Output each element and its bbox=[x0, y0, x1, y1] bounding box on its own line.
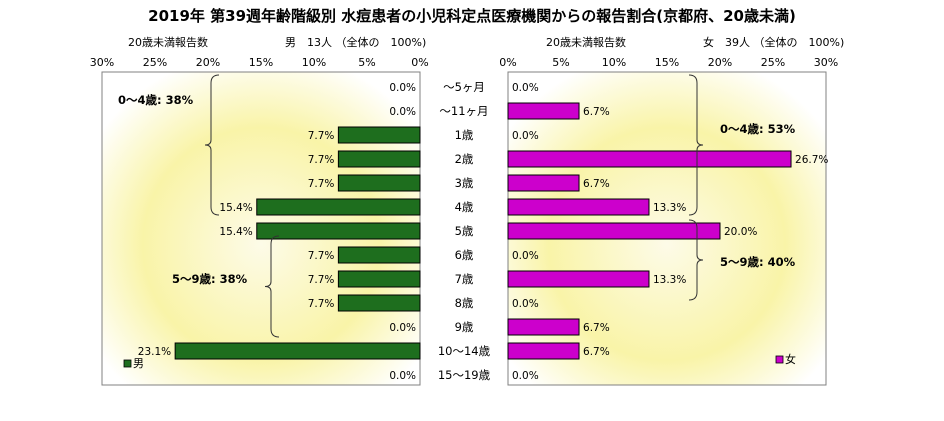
male-data-label: 7.7% bbox=[308, 130, 335, 142]
female-brace-0-4 bbox=[688, 74, 704, 216]
female-x-tick-label: 25% bbox=[761, 56, 785, 69]
category-label: ～11ヶ月 bbox=[439, 104, 488, 118]
category-label: ～5ヶ月 bbox=[443, 80, 485, 94]
female-legend-swatch bbox=[775, 355, 784, 364]
male-x-tick-label: 10% bbox=[302, 56, 326, 69]
male-brace-0-4 bbox=[204, 74, 220, 216]
male-annotation-5-9: 5～9歳: 38% bbox=[172, 272, 248, 286]
male-header-right: 男 13人 （全体の 100%) bbox=[285, 35, 426, 49]
female-header-right: 女 39人 （全体の 100%) bbox=[703, 35, 844, 49]
male-bar bbox=[337, 294, 421, 312]
female-x-tick-label: 20% bbox=[708, 56, 732, 69]
male-bar bbox=[337, 270, 421, 288]
male-legend-label: 男 bbox=[133, 357, 144, 370]
female-data-label: 0.0% bbox=[512, 82, 539, 94]
female-bar bbox=[507, 270, 650, 288]
category-label: 10～14歳 bbox=[438, 344, 491, 358]
category-label: 4歳 bbox=[455, 200, 474, 214]
male-bar bbox=[337, 126, 421, 144]
female-annotation-0-4: 0～4歳: 53% bbox=[720, 122, 796, 136]
female-bar bbox=[507, 318, 580, 336]
female-data-label: 0.0% bbox=[512, 298, 539, 310]
female-bar bbox=[507, 222, 721, 240]
male-bar bbox=[256, 198, 421, 216]
female-x-tick-label: 5% bbox=[552, 56, 569, 69]
female-data-label: 6.7% bbox=[583, 322, 610, 334]
category-label: 7歳 bbox=[455, 272, 474, 286]
female-data-label: 26.7% bbox=[795, 154, 828, 166]
female-data-label: 13.3% bbox=[653, 274, 686, 286]
male-annotation-0-4: 0～4歳: 38% bbox=[118, 93, 194, 107]
female-x-tick-label: 15% bbox=[655, 56, 679, 69]
male-x-tick-label: 15% bbox=[249, 56, 273, 69]
female-x-tick-label: 0% bbox=[499, 56, 516, 69]
male-x-tick-label: 25% bbox=[143, 56, 167, 69]
male-bar bbox=[337, 150, 421, 168]
female-data-label: 0.0% bbox=[512, 370, 539, 382]
category-label: 2歳 bbox=[455, 152, 474, 166]
female-brace-5-9 bbox=[688, 219, 704, 301]
male-data-label: 7.7% bbox=[308, 250, 335, 262]
male-x-tick-label: 20% bbox=[196, 56, 220, 69]
male-data-label: 23.1% bbox=[138, 346, 171, 358]
male-bar bbox=[337, 174, 421, 192]
female-bar bbox=[507, 342, 580, 360]
female-x-tick-label: 30% bbox=[814, 56, 838, 69]
female-data-label: 6.7% bbox=[583, 106, 610, 118]
category-label: 5歳 bbox=[455, 224, 474, 238]
female-header-left: 20歳未満報告数 bbox=[546, 36, 626, 49]
female-legend-label: 女 bbox=[785, 352, 796, 366]
male-data-label: 0.0% bbox=[389, 370, 416, 382]
male-data-label: 7.7% bbox=[308, 178, 335, 190]
female-data-label: 0.0% bbox=[512, 250, 539, 262]
male-legend-swatch bbox=[123, 359, 132, 368]
male-header-left: 20歳未満報告数 bbox=[128, 36, 208, 49]
male-data-label: 15.4% bbox=[219, 202, 252, 214]
male-x-tick-label: 30% bbox=[90, 56, 114, 69]
male-data-label: 7.7% bbox=[308, 274, 335, 286]
chart-title: 2019年 第39週年齢階級別 水痘患者の小児科定点医療機関からの報告割合(京都… bbox=[148, 7, 796, 25]
female-bar bbox=[507, 150, 792, 168]
female-bar bbox=[507, 174, 580, 192]
female-bar bbox=[507, 198, 650, 216]
male-bar bbox=[256, 222, 421, 240]
male-bar bbox=[174, 342, 421, 360]
female-bar bbox=[507, 102, 580, 120]
female-data-label: 0.0% bbox=[512, 130, 539, 142]
male-data-label: 7.7% bbox=[308, 298, 335, 310]
male-data-label: 0.0% bbox=[389, 82, 416, 94]
female-annotation-5-9: 5～9歳: 40% bbox=[720, 255, 796, 269]
category-label: 8歳 bbox=[455, 296, 474, 310]
male-data-label: 0.0% bbox=[389, 322, 416, 334]
category-label: 3歳 bbox=[455, 176, 474, 190]
category-label: 1歳 bbox=[455, 128, 474, 142]
male-data-label: 15.4% bbox=[219, 226, 252, 238]
category-label: 6歳 bbox=[455, 248, 474, 262]
female-data-label: 13.3% bbox=[653, 202, 686, 214]
male-x-tick-label: 5% bbox=[358, 56, 375, 69]
female-x-tick-label: 10% bbox=[602, 56, 626, 69]
female-data-label: 20.0% bbox=[724, 226, 757, 238]
category-label: 9歳 bbox=[455, 320, 474, 334]
category-label: 15～19歳 bbox=[438, 368, 491, 382]
female-data-label: 6.7% bbox=[583, 346, 610, 358]
male-x-tick-label: 0% bbox=[411, 56, 428, 69]
male-data-label: 7.7% bbox=[308, 154, 335, 166]
male-data-label: 0.0% bbox=[389, 106, 416, 118]
female-data-label: 6.7% bbox=[583, 178, 610, 190]
male-brace-5-9 bbox=[264, 235, 280, 338]
male-bar bbox=[337, 246, 421, 264]
